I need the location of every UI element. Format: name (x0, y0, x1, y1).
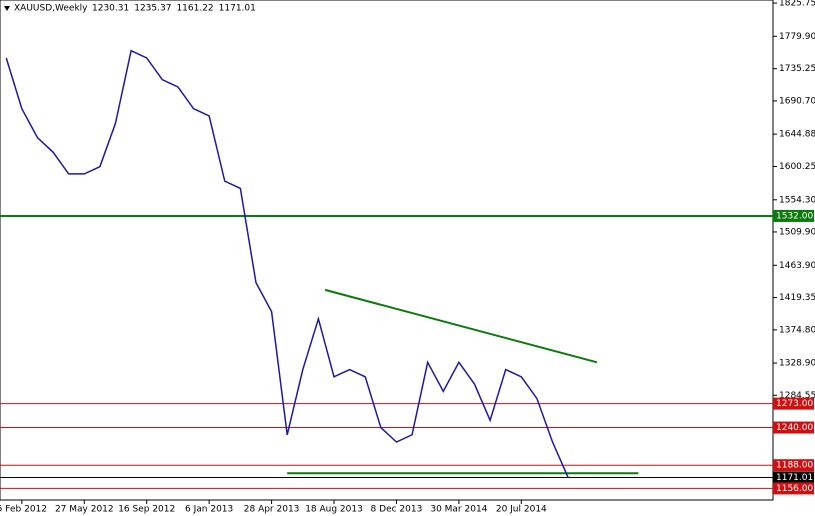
y-tick-label: 1509.90 (779, 227, 815, 237)
y-tick-label: 1779.90 (779, 32, 815, 42)
y-tick-label: 1328.90 (779, 359, 815, 369)
plot-frame (0, 0, 774, 501)
header-value: 1235.37 (134, 4, 171, 14)
y-tick-label: 1284.55 (779, 391, 815, 401)
level-label: 1171.01 (776, 473, 813, 483)
chart-title: XAUUSD,Weekly (14, 4, 88, 14)
level-tag: 1156.00 (773, 482, 814, 495)
level-tag: 1532.00 (773, 209, 814, 222)
y-tick-label: 1690.70 (779, 96, 815, 106)
level-tag: 1188.00 (773, 459, 814, 472)
y-tick-label: 1825.75 (779, 0, 815, 9)
header-value: 1230.31 (92, 4, 129, 14)
price-line (5, 49, 569, 478)
y-tick-label: 1600.25 (779, 162, 815, 172)
level-label: 1240.00 (776, 423, 813, 433)
header-value: 1161.22 (176, 4, 213, 14)
x-tick-label: 20 Jul 2014 (496, 505, 547, 515)
x-tick-label: 6 Jan 2013 (185, 505, 233, 515)
level-box (773, 421, 814, 434)
level-box (773, 482, 814, 495)
y-tick-label: 1644.88 (779, 130, 815, 140)
x-tick-label: 16 Sep 2012 (118, 505, 175, 515)
level-label: 1273.00 (776, 399, 813, 409)
x-tick-label: 5 Feb 2012 (0, 505, 47, 515)
level-tag: 1273.00 (773, 397, 814, 410)
level-box (773, 471, 814, 484)
x-tick-label: 28 Apr 2013 (244, 505, 300, 515)
menu-arrow (4, 6, 10, 11)
x-tick-label: 18 Aug 2013 (305, 505, 363, 515)
x-tick-label: 27 May 2012 (55, 505, 114, 515)
level-box (773, 397, 814, 410)
level-label: 1188.00 (776, 461, 813, 471)
level-label: 1532.00 (776, 211, 813, 221)
level-box (773, 209, 814, 222)
level-tag: 1240.00 (773, 421, 814, 434)
header-value: 1171.01 (219, 4, 256, 14)
y-tick-label: 1374.80 (779, 325, 815, 335)
y-tick-label: 1463.90 (779, 261, 815, 271)
y-tick-label: 1554.30 (779, 195, 815, 205)
level-box (773, 459, 814, 472)
trendline (324, 288, 598, 364)
y-tick-label: 1735.25 (779, 64, 815, 74)
level-tag: 1171.01 (773, 471, 814, 484)
x-tick-label: 8 Dec 2013 (371, 505, 423, 515)
y-tick-label: 1419.35 (779, 293, 815, 303)
x-tick-label: 30 Mar 2014 (430, 505, 487, 515)
level-label: 1156.00 (776, 484, 813, 494)
